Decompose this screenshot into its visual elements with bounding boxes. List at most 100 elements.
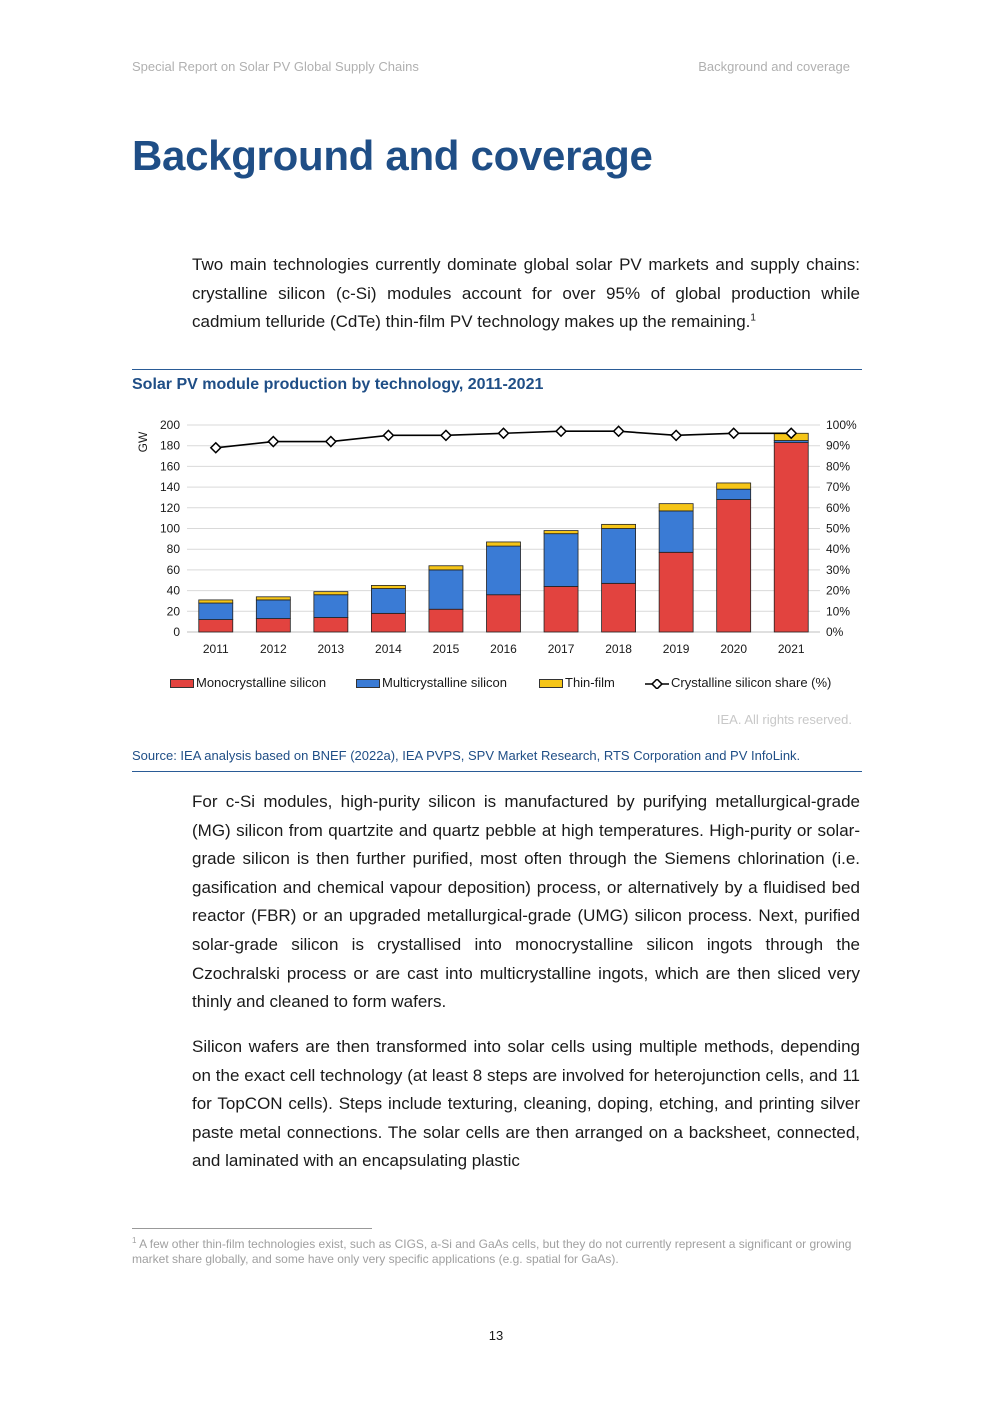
legend-swatch-mono (170, 679, 194, 689)
bar-mono-2021 (773, 442, 809, 633)
share-marker-2019 (670, 429, 683, 442)
body-paragraph-cells: Silicon wafers are then transformed into… (192, 1037, 860, 1171)
x-tick-label: 2013 (318, 642, 345, 656)
footnote-mark: 1 (132, 1236, 137, 1245)
y-axis-label: GW (136, 431, 150, 452)
y-tick-label: 20 (167, 604, 181, 618)
y-tick-label: 180 (160, 439, 180, 453)
bar-thin-2019 (658, 503, 694, 512)
bar-mono-2011 (198, 619, 234, 633)
bar-thin-2017 (543, 530, 579, 535)
legend-line-share (645, 678, 669, 689)
share-marker-2018 (612, 425, 625, 438)
x-tick-label: 2011 (203, 642, 229, 656)
bar-thin-2014 (371, 585, 406, 589)
bar-thin-2015 (428, 565, 464, 571)
running-header-left: Special Report on Solar PV Global Supply… (132, 59, 419, 74)
bar-multi-2018 (601, 528, 636, 584)
bar-thin-2018 (601, 523, 636, 529)
footnote-rule (132, 1228, 372, 1229)
intro-paragraph: Two main technologies currently dominate… (192, 251, 860, 337)
y-tick-label: 200 (160, 418, 180, 432)
y2-tick-label: 10% (826, 604, 850, 618)
bar-multi-2014 (371, 588, 406, 614)
share-marker-2016 (497, 427, 510, 440)
legend-label-thin: Thin-film (565, 675, 615, 690)
bar-thin-2012 (255, 596, 291, 601)
legend-label-mono: Monocrystalline silicon (196, 675, 327, 690)
x-tick-label: 2021 (778, 642, 805, 656)
y2-tick-label: 40% (826, 542, 850, 556)
running-header-right: Background and coverage (698, 59, 850, 74)
bar-thin-2020 (716, 482, 752, 490)
y-tick-label: 60 (167, 563, 181, 577)
share-marker-2017 (555, 425, 568, 438)
x-tick-label: 2012 (260, 642, 287, 656)
bar-mono-2015 (428, 608, 464, 633)
rights-notice: IEA. All rights reserved. (716, 712, 852, 727)
bar-multi-2016 (486, 545, 521, 596)
share-marker-2014 (382, 429, 395, 442)
share-marker-2011 (209, 441, 222, 454)
x-tick-label: 2020 (720, 642, 747, 656)
y-tick-label: 0 (173, 625, 180, 639)
bar-mono-2020 (716, 499, 752, 633)
y-tick-label: 120 (160, 501, 180, 515)
bar-multi-2019 (658, 510, 694, 553)
y2-tick-label: 20% (826, 584, 850, 598)
y2-tick-label: 50% (826, 522, 850, 536)
y-tick-label: 80 (167, 542, 181, 556)
x-tick-label: 2018 (605, 642, 632, 656)
bar-mono-2016 (486, 594, 521, 633)
legend-label-multi: Multicrystalline silicon (382, 675, 507, 690)
bar-thin-2013 (313, 591, 349, 596)
bar-mono-2017 (543, 586, 579, 633)
bar-multi-2011 (198, 602, 234, 620)
figure-bottom-rule (132, 771, 862, 772)
bar-mono-2013 (313, 617, 349, 633)
share-marker-2021 (785, 427, 798, 440)
share-marker-2013 (324, 435, 337, 448)
bar-mono-2018 (601, 582, 636, 633)
production-chart: 0 20 40 60 80 100 120 140 160 180 200 0% 10% 20% 30% 40… (136, 418, 857, 656)
bar-thin-2011 (198, 599, 234, 604)
page-title: Background and coverage (132, 132, 653, 179)
legend-item-multi: Multicrystalline silicon (356, 675, 507, 690)
share-marker-2020 (727, 427, 740, 440)
x-tick-label: 2019 (663, 642, 690, 656)
y-tick-label: 40 (167, 584, 181, 598)
legend-label-share: Crystalline silicon share (%) (671, 675, 832, 690)
legend-swatch-thin (539, 679, 563, 689)
body-paragraph-csi: For c-Si modules, high-purity silicon is… (192, 792, 860, 1012)
figure-source: Source: IEA analysis based on BNEF (2022… (132, 748, 801, 763)
figure-top-rule (132, 369, 862, 370)
y2-tick-label: 60% (826, 501, 850, 515)
bar-multi-2017 (543, 533, 579, 587)
footnote-ref[interactable]: 1 (750, 312, 756, 324)
bar-multi-2015 (428, 569, 464, 610)
y2-tick-label: 100% (826, 418, 857, 432)
y2-tick-label: 0% (826, 625, 844, 639)
bar-thin-2016 (486, 541, 521, 547)
x-tick-label: 2014 (375, 642, 402, 656)
y-tick-label: 140 (160, 480, 180, 494)
y2-tick-label: 90% (826, 439, 850, 453)
legend-item-share: Crystalline silicon share (%) (645, 675, 831, 690)
bar-multi-2020 (716, 488, 752, 500)
share-marker-2012 (267, 435, 280, 448)
footnote: 1 A few other thin-film technologies exi… (132, 1237, 862, 1267)
share-marker-2015 (439, 429, 452, 442)
legend-item-mono: Monocrystalline silicon (170, 675, 326, 690)
bar-mono-2012 (255, 618, 291, 633)
footnote-text: A few other thin-film technologies exist… (132, 1237, 852, 1266)
bar-multi-2012 (255, 599, 291, 619)
bar-mono-2019 (658, 551, 694, 633)
x-tick-label: 2015 (433, 642, 460, 656)
page-number: 13 (488, 1328, 504, 1343)
y2-tick-label: 80% (826, 459, 850, 473)
legend-swatch-multi (356, 679, 380, 689)
y-tick-label: 100 (160, 522, 180, 536)
y-tick-label: 160 (160, 459, 180, 473)
bar-mono-2014 (371, 612, 406, 633)
intro-paragraph-text: Two main technologies currently dominate… (192, 255, 860, 332)
